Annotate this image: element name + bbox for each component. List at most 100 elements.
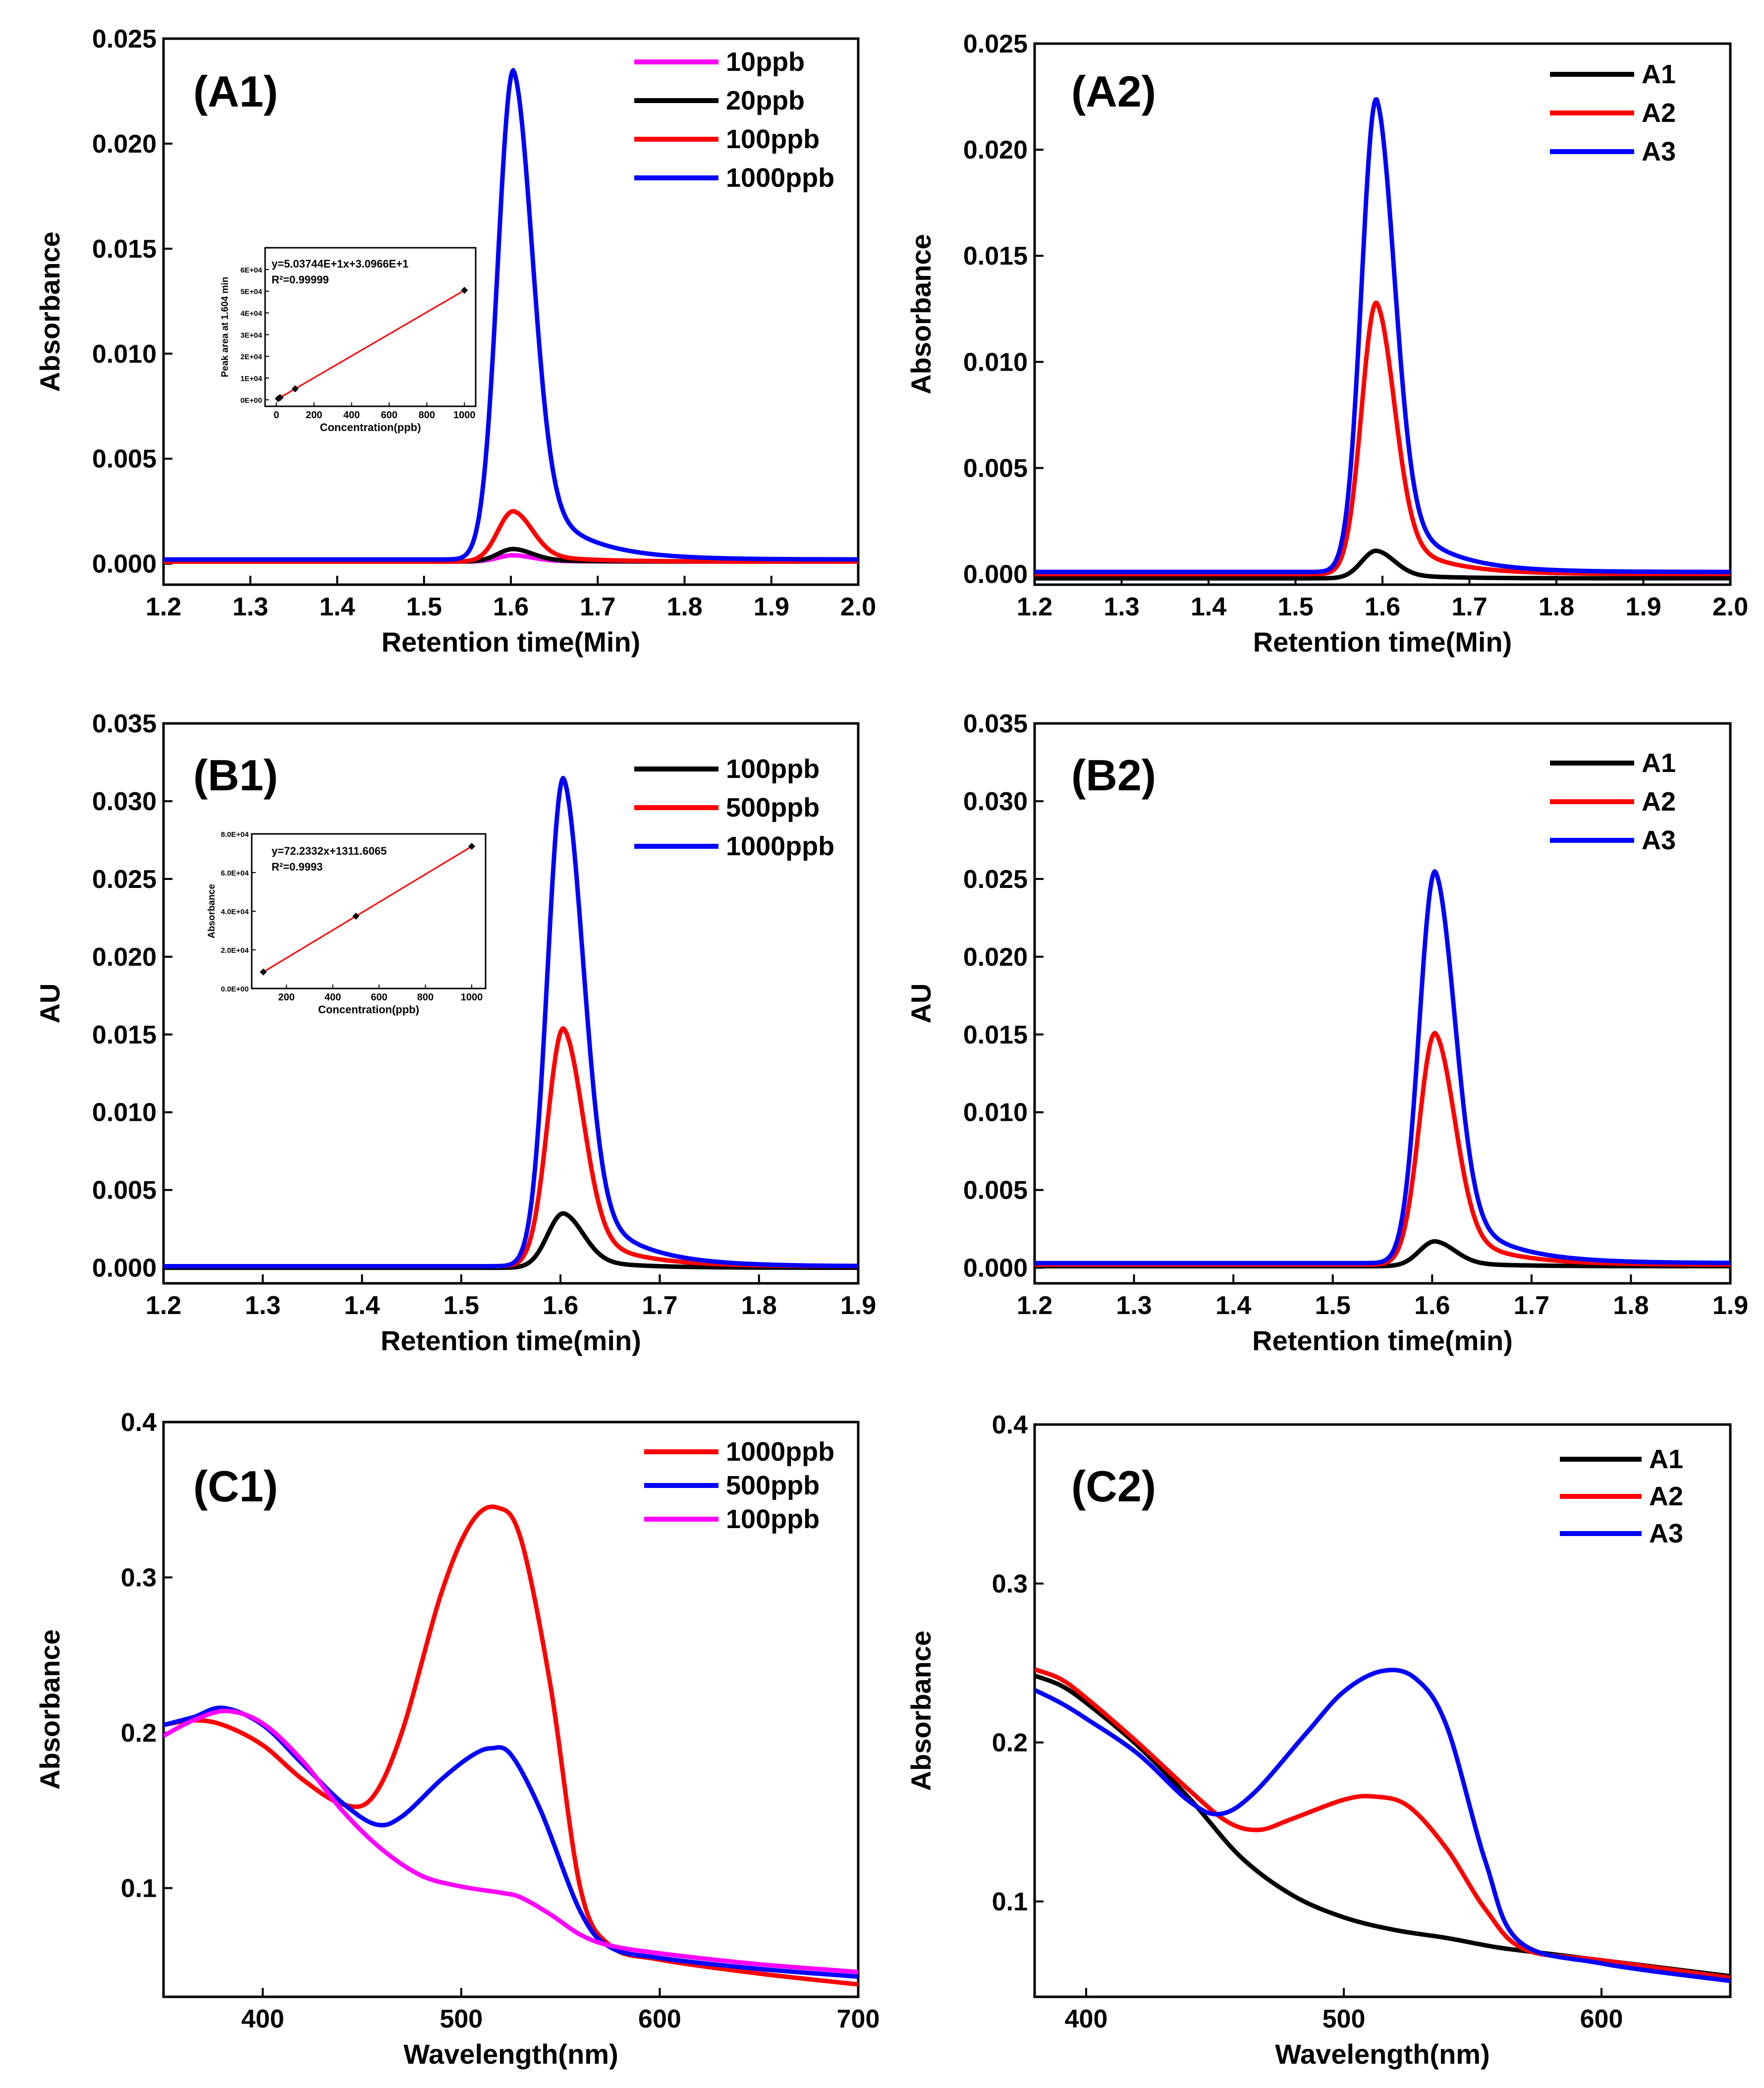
inset-x-tick-label: 400	[343, 410, 360, 421]
panel-b2: 1.2 1.3 1.4 1.5 1.6 1.7 1.8 1.9 0.000 0.005 0.010 0…	[905, 710, 1748, 1356]
legend-entry: 1000ppb	[726, 163, 834, 193]
inset-y-axis-label: Peak area at 1.604 min	[220, 277, 230, 378]
legend-entry: A3	[1642, 137, 1676, 166]
series-line-a3	[1035, 1667, 1730, 1983]
y-tick-label: 0.1	[121, 1874, 157, 1903]
y-axis-label: Absorbance	[34, 231, 65, 392]
x-tick-label: 1.3	[1103, 593, 1139, 621]
panel-a2: 1.2 1.3 1.4 1.5 1.6 1.7 1.8 1.9 2.0 0.000 0.005 0.0…	[905, 30, 1748, 658]
series-line-a2	[1035, 1667, 1730, 1980]
y-axis-label: Absorbance	[905, 234, 937, 394]
inset-data-point	[260, 968, 267, 976]
x-tick-label: 1.2	[1017, 593, 1052, 621]
y-tick-label: 0.035	[963, 710, 1028, 738]
y-tick-label: 0.025	[92, 25, 157, 54]
x-tick-label: 1.2	[146, 1291, 181, 1320]
x-tick-label: 1.8	[741, 1291, 777, 1320]
inset-y-tick-label: 2.0E+04	[221, 946, 249, 955]
x-tick-label: 1.6	[543, 1291, 578, 1320]
inset-y-tick-label: 8.0E+04	[221, 830, 249, 839]
x-tick-label: 1.9	[1712, 1291, 1748, 1320]
inset-y-tick-label: 6.0E+04	[221, 869, 249, 878]
panel-label: (C1)	[193, 1462, 278, 1511]
y-tick-label: 0.4	[992, 1411, 1028, 1439]
y-tick-label: 0.010	[92, 340, 157, 369]
x-axis-label: Retention time(min)	[1252, 1325, 1513, 1356]
series-line-a2	[1035, 300, 1730, 577]
x-axis-label: Retention time(Min)	[382, 626, 641, 658]
x-tick-label: 1.7	[642, 1291, 677, 1320]
y-tick-label: 0.030	[963, 787, 1028, 816]
series-line-a1	[1035, 549, 1730, 581]
x-tick-label: 1.4	[1215, 1291, 1251, 1320]
legend-entry: 100ppb	[726, 124, 820, 154]
y-tick-label: 0.000	[963, 560, 1028, 589]
x-axis-label: Retention time(min)	[381, 1325, 641, 1356]
series-line-1000ppb	[164, 1504, 858, 1987]
inset-fit-line	[276, 289, 465, 401]
y-tick-label: 0.000	[963, 1254, 1028, 1283]
x-tick-label: 1.5	[443, 1291, 479, 1320]
x-tick-label: 1.4	[319, 593, 355, 621]
y-tick-label: 0.035	[92, 710, 157, 738]
legend-entry: A1	[1649, 1444, 1683, 1474]
inset-data-point	[276, 394, 284, 401]
x-tick-label: 600	[1580, 2005, 1623, 2033]
x-tick-label: 1.3	[1116, 1291, 1152, 1320]
panel-label: (C2)	[1071, 1462, 1156, 1511]
inset-x-tick-label: 200	[278, 992, 294, 1003]
inset-y-tick-label: 4.0E+04	[221, 908, 249, 916]
y-tick-label: 0.010	[963, 348, 1028, 377]
legend-entry: 1000ppb	[726, 831, 834, 861]
inset-y-tick-label: 4E+04	[240, 310, 262, 318]
x-tick-label: 1.8	[1539, 593, 1574, 621]
y-tick-label: 0.015	[963, 1021, 1028, 1049]
inset-x-tick-label: 600	[371, 992, 387, 1003]
y-tick-label: 0.000	[92, 1254, 157, 1283]
inset-y-tick-label: 6E+04	[240, 266, 262, 275]
y-tick-label: 0.015	[963, 242, 1028, 271]
y-tick-label: 0.025	[963, 30, 1028, 58]
y-tick-label: 0.010	[92, 1099, 157, 1127]
y-tick-label: 0.015	[92, 1021, 157, 1049]
x-tick-label: 1.5	[1315, 1291, 1351, 1320]
legend-entry: A1	[1642, 748, 1676, 778]
x-tick-label: 500	[440, 2005, 483, 2033]
inset-data-point	[352, 912, 360, 920]
legend-entry: 1000ppb	[726, 1437, 834, 1467]
inset-y-tick-label: 3E+04	[240, 331, 262, 339]
panel-label: (B2)	[1071, 751, 1156, 800]
y-tick-label: 0.020	[963, 943, 1028, 972]
inset-x-tick-label: 600	[381, 410, 397, 421]
inset-y-tick-label: 0.0E+00	[221, 985, 249, 993]
y-tick-label: 0.025	[92, 865, 157, 894]
series-line-500ppb	[164, 1026, 858, 1268]
y-tick-label: 0.005	[92, 1176, 157, 1205]
x-tick-label: 700	[837, 2005, 880, 2033]
inset-x-axis-label: Concentration(ppb)	[318, 1003, 419, 1016]
inset-y-tick-label: 0E+00	[240, 396, 262, 405]
legend-entry: 500ppb	[726, 1471, 820, 1500]
inset-equation: y=72.2332x+1311.6065	[272, 845, 386, 857]
inset-data-point	[461, 286, 468, 294]
legend-entry: 20ppb	[726, 86, 805, 115]
y-tick-label: 0.010	[963, 1099, 1028, 1127]
inset-x-tick-label: 1000	[461, 992, 483, 1003]
panel-c1: 400 500 600 700 0.1 0.2 0.3 0.4 Wavelength(nm) Ab…	[34, 1408, 880, 2070]
legend-entry: 10ppb	[726, 47, 805, 77]
panel-label: (A2)	[1071, 67, 1156, 116]
legend-entry: A2	[1642, 787, 1676, 817]
series-line-100ppb	[164, 1211, 858, 1270]
series-line-1000ppb	[164, 68, 858, 562]
inset-y-tick-label: 2E+04	[240, 353, 262, 361]
legend-entry: A1	[1642, 59, 1676, 89]
inset-frame	[251, 833, 487, 989]
inset-x-tick-label: 400	[325, 992, 341, 1003]
y-tick-label: 0.3	[121, 1564, 157, 1593]
y-tick-label: 0.1	[992, 1888, 1028, 1917]
legend-entry: A3	[1642, 825, 1676, 855]
x-tick-label: 1.7	[1451, 593, 1487, 621]
inset-x-tick-label: 1000	[453, 410, 476, 421]
series-line-100ppb	[164, 1708, 858, 1975]
